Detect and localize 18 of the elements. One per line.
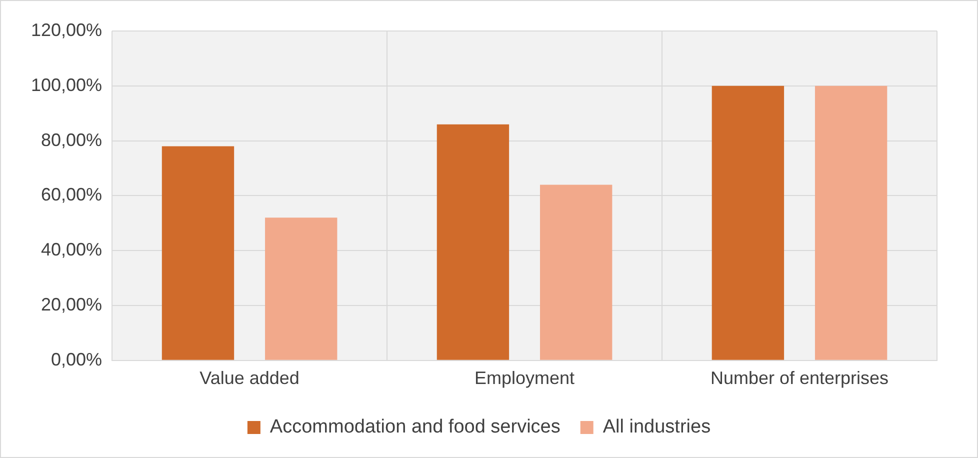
bar [162,146,234,360]
x-tick-label: Employment [474,368,575,388]
x-tick-label: Number of enterprises [710,368,889,388]
y-tick-label: 80,00% [40,130,102,150]
bar [712,86,784,360]
y-tick-label: 60,00% [40,184,102,205]
y-tick-label: 100,00% [30,74,102,95]
bar [540,184,612,360]
bar [814,86,888,360]
legend-label: Accommodation and food services [270,416,560,438]
y-tick-label: 40,00% [40,240,102,260]
x-tick-label: Value added [200,368,300,388]
y-tick-label: 0,00% [51,349,102,370]
y-tick-label: 20,00% [40,294,102,314]
bar [265,218,338,360]
legend-label: All industries [602,416,711,438]
bar [436,124,510,360]
y-tick-label: 120,00% [30,20,102,40]
